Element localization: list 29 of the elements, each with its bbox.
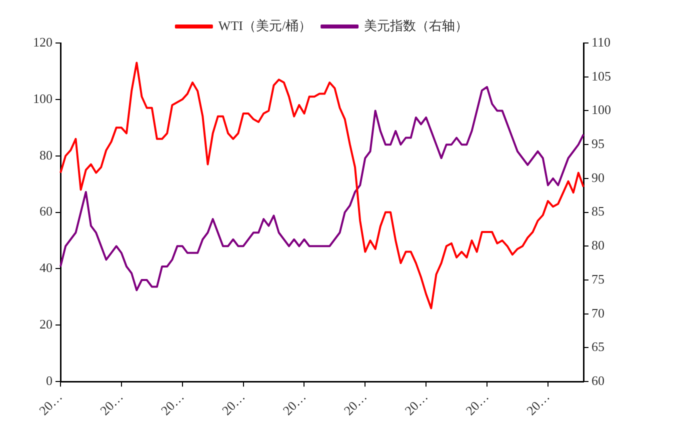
- y2-tick-label: 105: [592, 68, 611, 84]
- x-tick-label: 20…: [36, 389, 66, 418]
- x-tick-label: 20…: [158, 389, 187, 418]
- legend-label: WTI（美元/桶）: [218, 18, 312, 33]
- y2-tick-label: 100: [592, 102, 611, 118]
- x-tick-label: 20…: [402, 389, 431, 418]
- y-tick-label: 60: [40, 204, 52, 219]
- y-tick-label: 120: [33, 34, 52, 50]
- x-tick-label: 20…: [218, 389, 248, 418]
- legend-label: 美元指数（右轴）: [364, 18, 468, 33]
- x-tick-label: 20…: [462, 389, 492, 418]
- y2-tick-label: 110: [592, 34, 611, 50]
- y2-tick-label: 80: [592, 238, 604, 253]
- y-tick-label: 40: [40, 260, 52, 276]
- x-tick-label: 20…: [280, 389, 309, 418]
- y-tick-label: 80: [40, 147, 52, 162]
- y2-tick-label: 85: [592, 204, 604, 219]
- y2-tick-label: 90: [592, 170, 604, 185]
- x-tick-label: 20…: [524, 389, 552, 418]
- y2-tick-label: 95: [592, 136, 604, 151]
- y2-tick-label: 60: [592, 373, 604, 388]
- x-tick-label: 20…: [96, 389, 126, 418]
- y-tick-label: 20: [40, 316, 52, 332]
- x-tick-label: 20…: [340, 389, 370, 418]
- y-tick-label: 0: [46, 373, 52, 388]
- y2-tick-label: 70: [592, 305, 604, 320]
- y-tick-label: 100: [33, 90, 52, 106]
- y2-tick-label: 75: [592, 271, 604, 286]
- y2-tick-label: 65: [592, 339, 604, 354]
